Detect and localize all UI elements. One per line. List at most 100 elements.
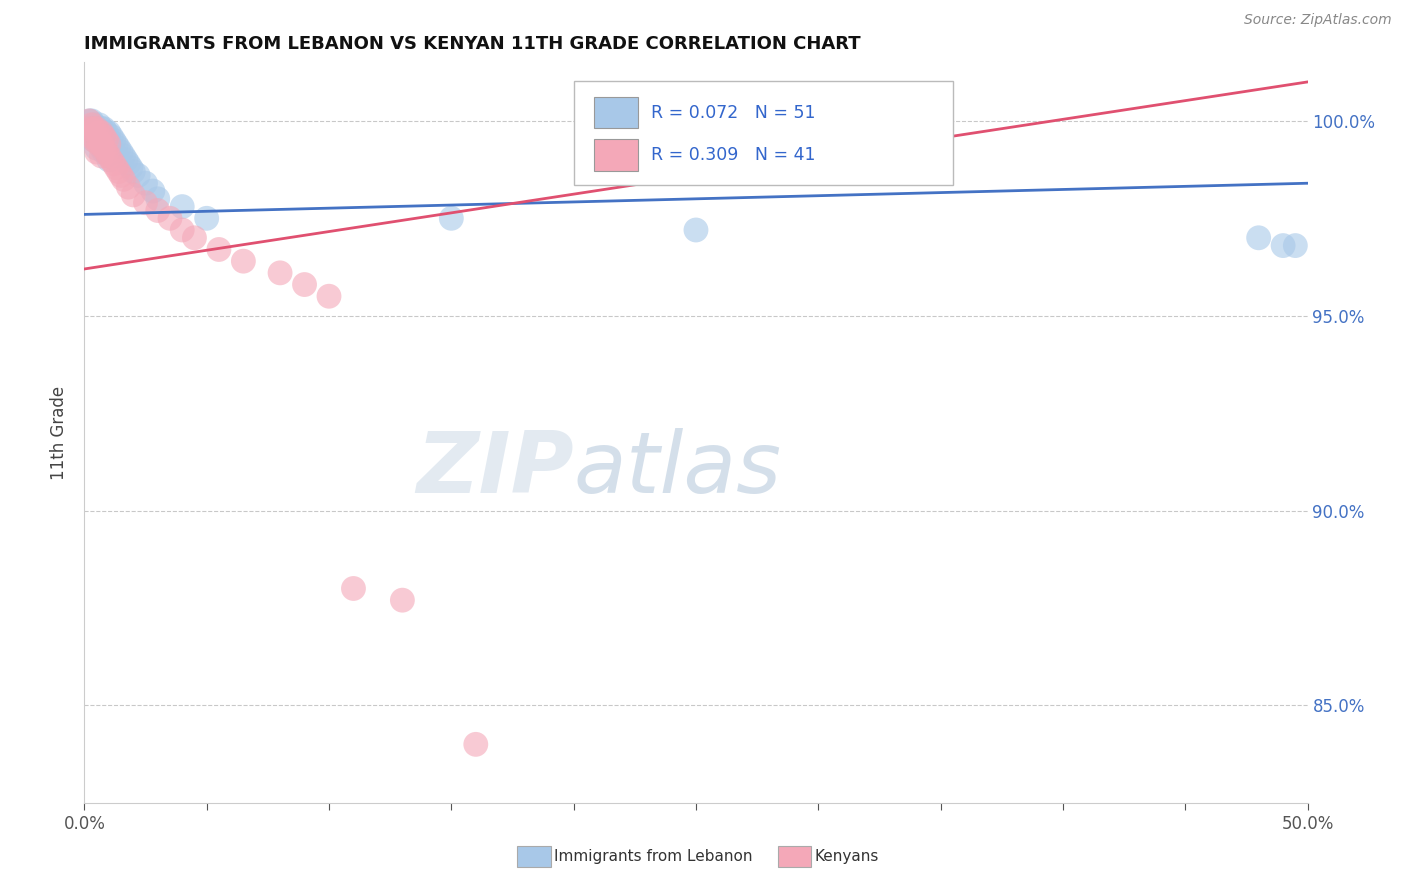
Point [107,164,129,178]
Point [86,129,108,144]
Point [135,176,157,190]
Point [97,141,120,155]
Point [464,737,486,751]
Point [142,184,165,198]
Point [83,121,105,136]
Point [1272,238,1295,252]
Text: Kenyans: Kenyans [814,849,879,863]
Point [93,121,115,136]
Point [117,180,139,194]
FancyBboxPatch shape [574,81,953,185]
Point [80,126,103,140]
Point [87,118,110,132]
Point [208,243,231,257]
Point [685,223,707,237]
Point [97,153,120,167]
Point [77,121,100,136]
Text: Immigrants from Lebanon: Immigrants from Lebanon [554,849,752,863]
Point [103,145,125,159]
Point [83,133,105,147]
Point [80,129,103,144]
Point [87,126,110,140]
Point [97,149,120,163]
Point [294,277,316,292]
Point [90,149,112,163]
Text: atlas: atlas [574,428,782,511]
Text: ZIP: ZIP [416,428,574,511]
Point [97,126,120,140]
Point [90,129,112,144]
Point [110,169,132,183]
Point [172,223,194,237]
Point [127,169,149,183]
Point [135,195,157,210]
Text: Source: ZipAtlas.com: Source: ZipAtlas.com [1244,13,1392,28]
Point [269,266,291,280]
Point [105,149,128,163]
Point [195,211,218,226]
Point [93,129,115,144]
Text: IMMIGRANTS FROM LEBANON VS KENYAN 11TH GRADE CORRELATION CHART: IMMIGRANTS FROM LEBANON VS KENYAN 11TH G… [84,35,860,53]
Point [93,137,115,152]
Point [105,137,128,152]
Point [80,114,103,128]
Point [77,114,100,128]
Point [120,161,142,175]
Point [172,200,194,214]
Point [342,582,364,596]
Point [87,126,110,140]
FancyBboxPatch shape [595,139,638,170]
Point [107,141,129,155]
Text: R = 0.309   N = 41: R = 0.309 N = 41 [651,146,815,164]
Point [112,172,135,186]
Point [318,289,340,303]
Y-axis label: 11th Grade: 11th Grade [51,385,69,480]
Point [93,145,115,159]
Point [80,118,103,132]
Point [86,133,108,147]
FancyBboxPatch shape [595,97,638,128]
Point [86,121,108,136]
Point [90,137,112,152]
Point [90,121,112,136]
Point [96,145,118,159]
Text: R = 0.072   N = 51: R = 0.072 N = 51 [651,103,815,122]
Point [96,145,118,159]
Point [1247,231,1270,245]
Point [1284,238,1306,252]
Point [391,593,413,607]
Point [86,145,108,159]
Point [183,231,205,245]
Point [93,141,115,155]
Point [112,149,135,163]
Point [110,145,132,159]
Point [117,157,139,171]
Point [232,254,254,268]
Point [105,161,128,175]
Point [87,137,110,152]
Point [122,164,145,178]
Point [115,153,138,167]
Point [87,133,110,147]
Point [77,121,100,136]
Point [159,211,181,226]
Point [86,141,108,155]
Point [77,114,100,128]
Point [83,133,105,147]
Point [100,129,122,144]
Point [83,126,105,140]
Point [96,126,118,140]
Point [96,133,118,147]
Point [146,192,169,206]
Point [100,153,122,167]
Point [93,129,115,144]
Point [83,118,105,132]
Point [90,141,112,155]
Point [122,188,145,202]
Point [96,133,118,147]
Point [97,133,120,147]
Point [100,141,122,155]
Point [97,137,120,152]
Point [103,157,125,171]
Point [86,121,108,136]
